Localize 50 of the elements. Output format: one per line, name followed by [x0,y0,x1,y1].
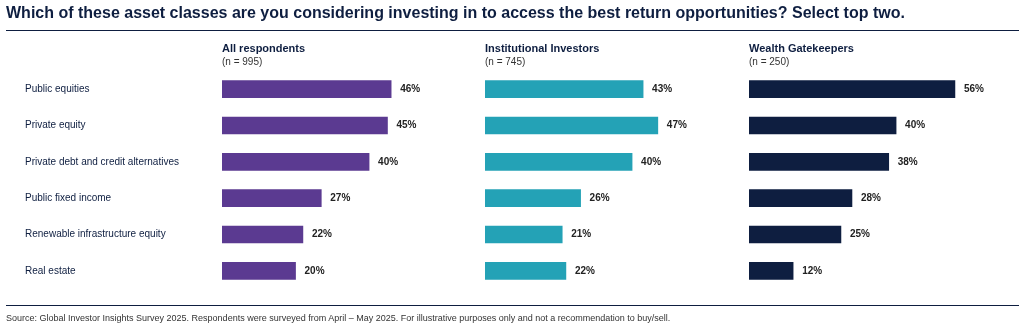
data-label: 26% [589,191,610,203]
y-tick-label: Public fixed income [25,191,112,203]
data-label: 27% [330,191,351,203]
bar [222,80,392,98]
y-tick-label: Private equity [25,119,86,131]
bar [485,80,644,98]
data-label: 22% [574,264,596,276]
data-label: 25% [849,228,871,240]
data-label: 43% [652,82,673,94]
data-label: 40% [905,119,926,131]
data-label: 45% [396,119,417,131]
chart-subtitle: (n = 995) [222,56,263,67]
chart-title: Wealth Gatekeepers [749,42,854,54]
bar [222,189,322,207]
bar [222,225,304,244]
data-label: 47% [666,119,687,131]
chart-title: All respondents [222,42,306,54]
bar [749,225,842,244]
source-note: Source: Global Investor Insights Survey 2025. Respondents were surveyed from April – May 2025. For illustrative purposes only and not a recommendation to buy/sell. [6,313,671,323]
y-tick-label: Private debt and credit alternatives [25,155,179,167]
bar [485,189,581,207]
bar [749,153,890,171]
data-label: 38% [897,155,918,167]
bar [749,116,897,135]
data-label: 22% [311,228,333,240]
bar [222,153,370,171]
bar [222,262,296,280]
chart-subtitle: (n = 745) [485,56,526,67]
data-label: 12% [802,264,823,276]
y-tick-label: Real estate [25,264,77,276]
data-label: 40% [378,155,399,167]
bar [749,262,794,280]
bar [222,116,388,135]
bar [485,262,567,280]
chart-title: Institutional Investors [485,42,600,54]
data-label: 56% [963,82,985,94]
bar [749,189,853,207]
text: Which of these asset classes are you considering investing in to access the best return opportunities? Select top two. [6,4,905,22]
data-label: 46% [400,82,421,94]
y-tick-label: Public equities [25,82,90,94]
bar [485,153,633,171]
y-tick-label: Renewable infrastructure equity [25,228,166,240]
chart-subtitle: (n = 250) [749,56,790,67]
bar [485,116,659,135]
data-label: 28% [860,191,882,203]
bar [749,80,956,98]
data-label: 21% [571,228,592,240]
data-label: 40% [641,155,662,167]
data-label: 20% [304,264,325,276]
bar [485,225,563,244]
